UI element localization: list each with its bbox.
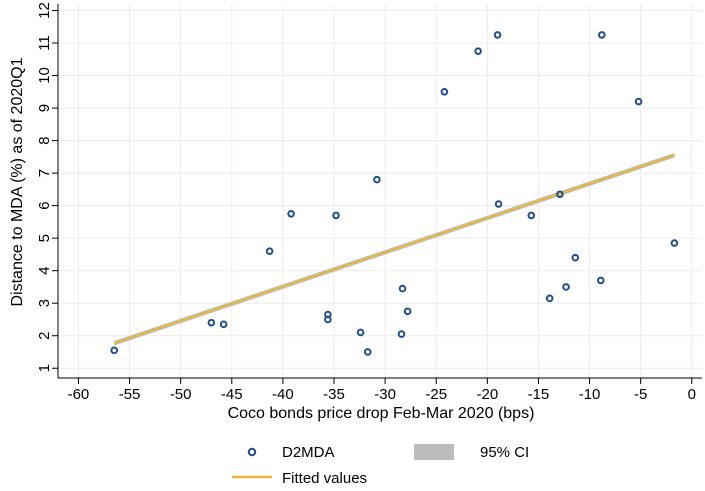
data-point-6 bbox=[324, 315, 332, 324]
x-tick-label-7: -25 bbox=[425, 386, 447, 403]
data-point-24 bbox=[598, 31, 606, 39]
x-axis-title: Coco bonds price drop Feb-Mar 2020 (bps) bbox=[228, 405, 535, 422]
tick-labels: -60 -55 -50 -45 -40 -35 -30 -25 -20 -15 -10 -5 01234… bbox=[36, 2, 696, 403]
x-tick-label-5: -35 bbox=[323, 386, 345, 403]
x-tick-label-12: 0 bbox=[688, 386, 696, 403]
fitted-line bbox=[113, 154, 675, 345]
y-tick-label-9: 10 bbox=[36, 67, 53, 84]
fitted-line-layer bbox=[113, 154, 675, 345]
axes bbox=[52, 4, 702, 384]
y-tick-label-10: 11 bbox=[36, 35, 53, 51]
x-tick-label-4: -40 bbox=[272, 386, 294, 403]
data-point-15 bbox=[474, 47, 482, 55]
legend-ci-swatch bbox=[414, 444, 454, 460]
y-tick-label-1: 2 bbox=[36, 332, 53, 340]
data-point-22 bbox=[571, 253, 580, 262]
data-point-26 bbox=[670, 239, 679, 247]
x-tick-label-3: -45 bbox=[221, 386, 243, 403]
data-point-18 bbox=[527, 211, 536, 220]
y-tick-label-6: 7 bbox=[36, 169, 53, 177]
x-tick-label-8: -20 bbox=[476, 386, 498, 403]
y-tick-label-0: 1 bbox=[36, 364, 53, 372]
y-tick-label-5: 6 bbox=[36, 201, 53, 209]
x-tick-label-2: -50 bbox=[170, 386, 192, 403]
x-tick-label-1: -55 bbox=[119, 386, 141, 403]
legend-fitted-label: Fitted values bbox=[282, 470, 367, 487]
x-tick-label-11: -5 bbox=[634, 386, 647, 403]
x-tick-label-10: -10 bbox=[579, 386, 601, 403]
data-point-17 bbox=[494, 200, 503, 208]
x-tick-label-0: -60 bbox=[68, 386, 90, 403]
data-point-23 bbox=[597, 276, 605, 285]
data-point-4 bbox=[287, 209, 295, 218]
y-tick-label-4: 5 bbox=[36, 234, 53, 242]
data-point-21 bbox=[562, 283, 570, 291]
data-point-12 bbox=[398, 284, 407, 293]
legend-d2mda-label: D2MDA bbox=[282, 444, 335, 461]
data-point-2 bbox=[219, 320, 228, 329]
data-points-layer bbox=[110, 31, 679, 356]
data-point-25 bbox=[634, 97, 643, 106]
x-tick-label-9: -15 bbox=[528, 386, 550, 403]
data-point-19 bbox=[545, 294, 554, 303]
data-point-13 bbox=[403, 307, 412, 316]
data-point-1 bbox=[207, 318, 216, 327]
grid-lines bbox=[58, 4, 702, 378]
data-point-0 bbox=[110, 346, 119, 355]
legend-d2mda-marker bbox=[247, 447, 257, 457]
data-point-7 bbox=[332, 211, 340, 220]
y-tick-label-8: 9 bbox=[36, 104, 53, 112]
y-tick-label-2: 3 bbox=[36, 299, 53, 307]
data-point-10 bbox=[363, 348, 372, 356]
y-tick-label-7: 8 bbox=[36, 136, 53, 144]
y-tick-label-3: 4 bbox=[36, 267, 53, 275]
data-point-11 bbox=[397, 330, 406, 338]
data-point-9 bbox=[356, 328, 365, 337]
data-point-16 bbox=[493, 31, 502, 39]
data-point-3 bbox=[265, 247, 274, 255]
y-tick-label-11: 12 bbox=[36, 2, 53, 19]
legend: D2MDA 95% CI Fitted values bbox=[232, 444, 529, 487]
y-axis-title: Distance to MDA (%) as of 2020Q1 bbox=[9, 57, 26, 306]
x-tick-label-6: -30 bbox=[374, 386, 396, 403]
data-point-8 bbox=[373, 175, 381, 184]
data-point-20 bbox=[556, 190, 564, 199]
data-point-14 bbox=[440, 88, 449, 96]
legend-ci-label: 95% CI bbox=[480, 444, 529, 461]
